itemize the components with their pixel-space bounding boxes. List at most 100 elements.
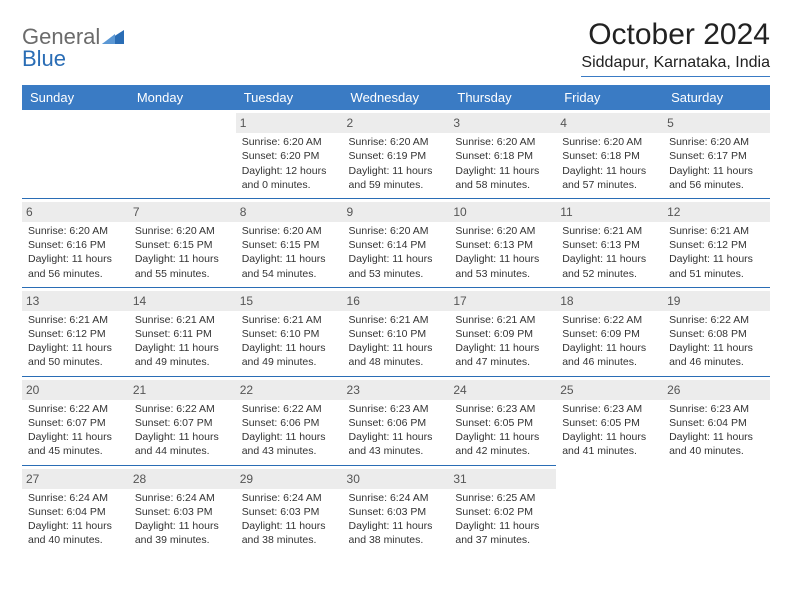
page-header: GeneralBlue October 2024 Siddapur, Karna…	[22, 18, 770, 77]
sunset-text: Sunset: 6:16 PM	[28, 238, 123, 252]
sunset-text: Sunset: 6:09 PM	[455, 327, 550, 341]
day-number: 23	[343, 380, 450, 400]
day-number: 20	[22, 380, 129, 400]
sunrise-text: Sunrise: 6:24 AM	[349, 491, 444, 505]
daylight-text: Daylight: 11 hours and 37 minutes.	[455, 519, 550, 547]
daylight-text: Daylight: 11 hours and 43 minutes.	[242, 430, 337, 458]
sunrise-text: Sunrise: 6:20 AM	[455, 224, 550, 238]
calendar-day: 21Sunrise: 6:22 AMSunset: 6:07 PMDayligh…	[129, 376, 236, 465]
day-number: 14	[129, 291, 236, 311]
day-number: 4	[556, 113, 663, 133]
daylight-text: Daylight: 11 hours and 43 minutes.	[349, 430, 444, 458]
sunrise-text: Sunrise: 6:20 AM	[562, 135, 657, 149]
brand-logo: GeneralBlue	[22, 18, 124, 72]
sunrise-text: Sunrise: 6:20 AM	[135, 224, 230, 238]
daylight-text: Daylight: 11 hours and 57 minutes.	[562, 164, 657, 192]
calendar-week: 13Sunrise: 6:21 AMSunset: 6:12 PMDayligh…	[22, 287, 770, 376]
daylight-text: Daylight: 11 hours and 39 minutes.	[135, 519, 230, 547]
sunrise-text: Sunrise: 6:20 AM	[242, 135, 337, 149]
daylight-text: Daylight: 11 hours and 49 minutes.	[135, 341, 230, 369]
day-number: 18	[556, 291, 663, 311]
day-number: 6	[22, 202, 129, 222]
calendar-day	[556, 465, 663, 553]
daylight-text: Daylight: 11 hours and 46 minutes.	[669, 341, 764, 369]
sunrise-text: Sunrise: 6:22 AM	[135, 402, 230, 416]
calendar-day: 5Sunrise: 6:20 AMSunset: 6:17 PMDaylight…	[663, 110, 770, 198]
calendar-day: 18Sunrise: 6:22 AMSunset: 6:09 PMDayligh…	[556, 287, 663, 376]
daylight-text: Daylight: 11 hours and 51 minutes.	[669, 252, 764, 280]
sunrise-text: Sunrise: 6:24 AM	[242, 491, 337, 505]
sunrise-text: Sunrise: 6:24 AM	[135, 491, 230, 505]
calendar-week: 1Sunrise: 6:20 AMSunset: 6:20 PMDaylight…	[22, 110, 770, 198]
daylight-text: Daylight: 11 hours and 49 minutes.	[242, 341, 337, 369]
day-number: 22	[236, 380, 343, 400]
calendar-day	[129, 110, 236, 198]
day-header-row: SundayMondayTuesdayWednesdayThursdayFrid…	[22, 85, 770, 110]
day-number: 19	[663, 291, 770, 311]
daylight-text: Daylight: 11 hours and 53 minutes.	[349, 252, 444, 280]
sunset-text: Sunset: 6:13 PM	[562, 238, 657, 252]
day-number: 27	[22, 469, 129, 489]
sunrise-text: Sunrise: 6:23 AM	[455, 402, 550, 416]
day-number: 29	[236, 469, 343, 489]
daylight-text: Daylight: 11 hours and 52 minutes.	[562, 252, 657, 280]
day-header: Monday	[129, 85, 236, 110]
calendar-day: 9Sunrise: 6:20 AMSunset: 6:14 PMDaylight…	[343, 198, 450, 287]
sunset-text: Sunset: 6:10 PM	[349, 327, 444, 341]
calendar-page: GeneralBlue October 2024 Siddapur, Karna…	[0, 0, 792, 563]
sunset-text: Sunset: 6:12 PM	[669, 238, 764, 252]
daylight-text: Daylight: 11 hours and 38 minutes.	[349, 519, 444, 547]
day-number: 10	[449, 202, 556, 222]
day-header: Sunday	[22, 85, 129, 110]
daylight-text: Daylight: 11 hours and 53 minutes.	[455, 252, 550, 280]
sunrise-text: Sunrise: 6:25 AM	[455, 491, 550, 505]
month-title: October 2024	[581, 18, 770, 52]
day-number: 8	[236, 202, 343, 222]
sunrise-text: Sunrise: 6:21 AM	[669, 224, 764, 238]
sunrise-text: Sunrise: 6:22 AM	[669, 313, 764, 327]
brand-triangle-icon	[102, 30, 124, 49]
sunrise-text: Sunrise: 6:21 AM	[562, 224, 657, 238]
day-number: 21	[129, 380, 236, 400]
sunset-text: Sunset: 6:19 PM	[349, 149, 444, 163]
calendar-day: 1Sunrise: 6:20 AMSunset: 6:20 PMDaylight…	[236, 110, 343, 198]
calendar-week: 20Sunrise: 6:22 AMSunset: 6:07 PMDayligh…	[22, 376, 770, 465]
sunrise-text: Sunrise: 6:21 AM	[28, 313, 123, 327]
daylight-text: Daylight: 11 hours and 46 minutes.	[562, 341, 657, 369]
sunset-text: Sunset: 6:10 PM	[242, 327, 337, 341]
sunrise-text: Sunrise: 6:23 AM	[562, 402, 657, 416]
calendar-week: 6Sunrise: 6:20 AMSunset: 6:16 PMDaylight…	[22, 198, 770, 287]
day-header: Friday	[556, 85, 663, 110]
sunrise-text: Sunrise: 6:20 AM	[28, 224, 123, 238]
daylight-text: Daylight: 11 hours and 40 minutes.	[28, 519, 123, 547]
sunset-text: Sunset: 6:05 PM	[455, 416, 550, 430]
day-number: 28	[129, 469, 236, 489]
sunset-text: Sunset: 6:04 PM	[28, 505, 123, 519]
daylight-text: Daylight: 11 hours and 47 minutes.	[455, 341, 550, 369]
daylight-text: Daylight: 11 hours and 56 minutes.	[28, 252, 123, 280]
location-label: Siddapur, Karnataka, India	[581, 54, 770, 77]
sunset-text: Sunset: 6:06 PM	[242, 416, 337, 430]
calendar-day: 23Sunrise: 6:23 AMSunset: 6:06 PMDayligh…	[343, 376, 450, 465]
calendar-day: 22Sunrise: 6:22 AMSunset: 6:06 PMDayligh…	[236, 376, 343, 465]
calendar-day: 12 Sunrise: 6:21 AMSunset: 6:12 PMDayligh…	[663, 198, 770, 287]
calendar-day: 11Sunrise: 6:21 AMSunset: 6:13 PMDayligh…	[556, 198, 663, 287]
sunrise-text: Sunrise: 6:23 AM	[669, 402, 764, 416]
day-number: 16	[343, 291, 450, 311]
sunset-text: Sunset: 6:20 PM	[242, 149, 337, 163]
sunset-text: Sunset: 6:17 PM	[669, 149, 764, 163]
calendar-body: 1Sunrise: 6:20 AMSunset: 6:20 PMDaylight…	[22, 110, 770, 553]
calendar-week: 27Sunrise: 6:24 AMSunset: 6:04 PMDayligh…	[22, 465, 770, 553]
calendar-day: 2Sunrise: 6:20 AMSunset: 6:19 PMDaylight…	[343, 110, 450, 198]
day-number: 3	[449, 113, 556, 133]
day-number: 13	[22, 291, 129, 311]
day-number: 12	[663, 202, 770, 222]
sunrise-text: Sunrise: 6:22 AM	[28, 402, 123, 416]
calendar-day: 26Sunrise: 6:23 AMSunset: 6:04 PMDayligh…	[663, 376, 770, 465]
calendar-day: 13Sunrise: 6:21 AMSunset: 6:12 PMDayligh…	[22, 287, 129, 376]
sunrise-text: Sunrise: 6:23 AM	[349, 402, 444, 416]
calendar-day: 25Sunrise: 6:23 AMSunset: 6:05 PMDayligh…	[556, 376, 663, 465]
calendar-day: 6 Sunrise: 6:20 AMSunset: 6:16 PMDaylight…	[22, 198, 129, 287]
title-block: October 2024 Siddapur, Karnataka, India	[581, 18, 770, 77]
calendar-day: 15Sunrise: 6:21 AMSunset: 6:10 PMDayligh…	[236, 287, 343, 376]
